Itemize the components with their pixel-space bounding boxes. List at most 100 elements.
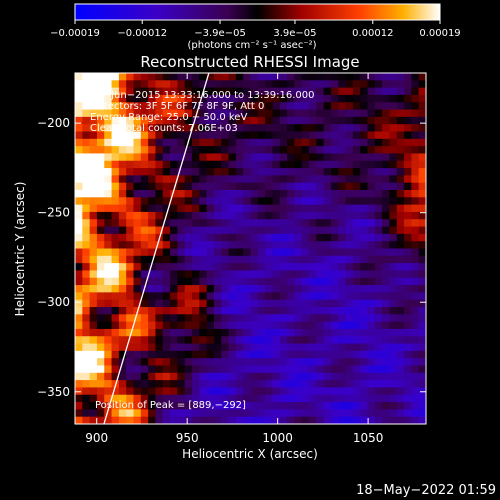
heatmap-cell <box>75 94 83 103</box>
heatmap-cell <box>235 285 244 293</box>
heatmap-cell <box>360 233 369 242</box>
heatmap-cell <box>330 160 339 169</box>
heatmap-cell <box>133 204 142 213</box>
heatmap-cell <box>82 255 91 264</box>
heatmap-cell <box>213 175 222 184</box>
heatmap-cell <box>104 168 113 176</box>
heatmap-cell <box>367 197 376 206</box>
heatmap-cell <box>330 94 339 103</box>
heatmap-cell <box>389 336 398 345</box>
heatmap-cell <box>396 343 405 352</box>
heatmap-cell <box>96 409 105 418</box>
heatmap-cell <box>111 233 120 242</box>
heatmap-cell <box>360 285 369 293</box>
heatmap-cell <box>162 321 171 330</box>
heatmap-cell <box>177 219 186 228</box>
heatmap-cell <box>184 372 193 381</box>
annotation-energy: Energy Range: 25.0 − 50.0 keV <box>90 112 247 123</box>
heatmap-cell <box>235 233 244 242</box>
heatmap-cell <box>177 358 186 367</box>
heatmap-cell <box>265 343 274 352</box>
heatmap-cell <box>374 263 383 272</box>
heatmap-cell <box>140 328 149 337</box>
heatmap-cell <box>118 160 127 169</box>
heatmap-cell <box>133 314 142 323</box>
heatmap-cell <box>418 94 426 103</box>
heatmap-cell <box>338 146 347 155</box>
heatmap-cell <box>199 116 208 125</box>
heatmap-cell <box>345 328 354 337</box>
heatmap-cell <box>345 358 354 367</box>
heatmap-cell <box>221 402 230 410</box>
heatmap-cell <box>382 233 391 242</box>
heatmap-cell <box>148 299 157 308</box>
heatmap-cell <box>82 233 91 242</box>
heatmap-cell <box>323 138 332 147</box>
heatmap-cell <box>411 372 420 381</box>
heatmap-cell <box>126 124 135 133</box>
heatmap-cell <box>126 241 135 250</box>
heatmap-cell <box>411 175 420 184</box>
heatmap-cell <box>89 219 98 228</box>
heatmap-cell <box>148 204 157 213</box>
heatmap-cell <box>235 204 244 213</box>
heatmap-cell <box>250 116 259 125</box>
heatmap-cell <box>192 380 200 389</box>
heatmap-cell <box>374 94 383 103</box>
heatmap-cell <box>111 131 120 140</box>
heatmap-cell <box>140 94 149 103</box>
heatmap-cell <box>257 292 266 301</box>
heatmap-cell <box>184 307 193 315</box>
heatmap-cell <box>162 270 171 279</box>
heatmap-cell <box>257 153 266 162</box>
heatmap-cell <box>323 343 332 352</box>
heatmap-cell <box>367 182 376 191</box>
heatmap-cell <box>126 394 135 403</box>
heatmap-cell <box>126 146 135 155</box>
heatmap-cell <box>75 175 83 184</box>
heatmap-cell <box>265 263 274 272</box>
heatmap-cell <box>206 328 215 337</box>
heatmap-cell <box>418 131 426 140</box>
heatmap-cell <box>235 109 244 118</box>
heatmap-cell <box>323 394 332 403</box>
heatmap-cell <box>199 307 208 315</box>
heatmap-cell <box>411 233 420 242</box>
heatmap-cell <box>411 204 420 213</box>
heatmap-cell <box>243 175 252 184</box>
heatmap-cell <box>316 394 325 403</box>
heatmap-cell <box>177 292 186 301</box>
heatmap-cell <box>162 343 171 352</box>
heatmap-cell <box>250 336 259 345</box>
heatmap-cell <box>272 270 281 279</box>
heatmap-cell <box>140 80 149 89</box>
heatmap-cell <box>75 87 83 96</box>
heatmap-cell <box>272 87 281 96</box>
heatmap-cell <box>155 94 164 103</box>
heatmap-cell <box>352 124 361 133</box>
heatmap-cell <box>309 409 317 418</box>
heatmap-cell <box>96 138 105 147</box>
heatmap-cell <box>411 358 420 367</box>
heatmap-cell <box>235 241 244 250</box>
heatmap-cell <box>133 263 142 272</box>
heatmap-cell <box>345 204 354 213</box>
heatmap-cell <box>345 182 354 191</box>
heatmap-cell <box>177 255 186 264</box>
heatmap-cell <box>228 248 237 257</box>
heatmap-cell <box>235 358 244 367</box>
heatmap-cell <box>96 248 105 257</box>
heatmap-cell <box>213 270 222 279</box>
heatmap-cell <box>330 358 339 367</box>
heatmap-cell <box>316 416 325 424</box>
heatmap-cell <box>411 307 420 315</box>
heatmap-cell <box>323 307 332 315</box>
heatmap-cell <box>221 182 230 191</box>
heatmap-cell <box>184 182 193 191</box>
heatmap-cell <box>82 138 91 147</box>
heatmap-cell <box>411 102 420 111</box>
heatmap-cell <box>140 394 149 403</box>
heatmap-cell <box>243 248 252 257</box>
heatmap-cell <box>221 248 230 257</box>
heatmap-cell <box>411 197 420 206</box>
